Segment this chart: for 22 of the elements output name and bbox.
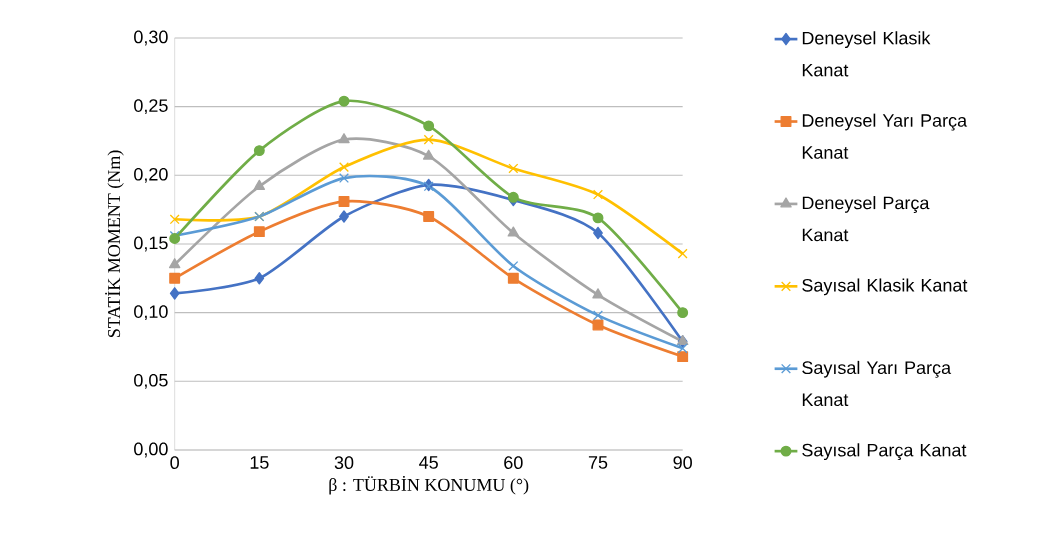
x-tick-label: 0 [170, 456, 179, 469]
legend-label: Sayısal Yarı Parça Kanat [802, 360, 952, 407]
y-tick-label: 0,05 [134, 373, 168, 389]
y-tick-label: 0,25 [134, 99, 168, 115]
legend-label: Deneysel Parça Kanat [802, 196, 930, 242]
x-tick-label: 90 [673, 456, 692, 469]
x-tick-label: 75 [588, 456, 608, 469]
y-tick-label: 0,10 [134, 305, 168, 321]
legend-label: Sayısal Klasik Kanat [802, 278, 968, 296]
y-axis-title: STATİK MOMENT (Nm) [105, 150, 124, 338]
x-axis-title: β : TÜRBİN KONUMU (°) [329, 475, 529, 495]
legend-label: Sayısal Parça Kanat [802, 443, 967, 461]
x-tick-label: 30 [334, 456, 354, 469]
x-tick-label: 45 [419, 456, 438, 469]
y-tick-label: 0,20 [134, 167, 168, 183]
legend-label: Deneysel Klasik Kanat [802, 31, 931, 77]
legend-label: Deneysel Yarı Parça Kanat [802, 113, 968, 159]
x-tick-label: 60 [504, 456, 523, 469]
y-tick-label: 0,15 [134, 236, 168, 252]
x-tick-label: 15 [250, 456, 269, 469]
y-tick-label: 0,00 [134, 442, 168, 458]
y-tick-label: 0,30 [134, 30, 168, 46]
